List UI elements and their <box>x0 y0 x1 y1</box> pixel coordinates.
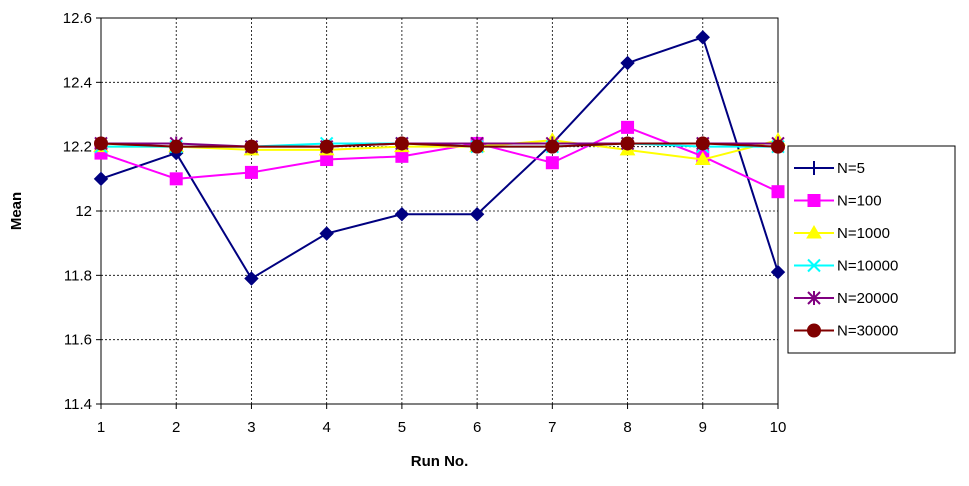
legend-label: N=5 <box>837 160 865 177</box>
series-n-5 <box>93 30 786 286</box>
data-point-n-5 <box>394 207 410 222</box>
legend-item: N=100 <box>794 193 882 210</box>
data-point-n-5 <box>244 271 259 286</box>
series-line-n-5 <box>100 36 779 280</box>
x-tick-label: 9 <box>699 419 707 436</box>
legend-marker <box>807 258 821 273</box>
x-tick-label: 6 <box>473 419 481 436</box>
series-group <box>93 30 786 286</box>
x-tick-label: 7 <box>548 419 556 436</box>
data-point-n-30000 <box>771 139 785 154</box>
data-point-n-1000 <box>694 151 711 166</box>
x-tick-label: 2 <box>172 419 180 436</box>
data-point-n-30000 <box>545 139 560 154</box>
legend-label: N=100 <box>837 193 882 210</box>
data-point-n-30000 <box>695 136 710 151</box>
y-tick-label: 11.4 <box>64 396 92 413</box>
y-tick-label: 12 <box>75 203 92 220</box>
legend-item: N=1000 <box>794 225 890 242</box>
data-point-n-100 <box>621 120 635 134</box>
legend-label: N=20000 <box>837 290 898 307</box>
legend-marker <box>807 161 821 175</box>
legend-label: N=1000 <box>837 225 890 242</box>
data-point-n-100 <box>244 165 258 179</box>
legend-item: N=5 <box>794 160 865 177</box>
series-line-n-30000 <box>100 142 779 148</box>
marker-stroke <box>807 258 821 273</box>
legend-marker <box>807 323 821 338</box>
x-tick-label: 5 <box>398 419 406 436</box>
y-tick-label: 12.6 <box>63 10 92 27</box>
data-point-n-5 <box>770 264 786 280</box>
data-point-n-30000 <box>94 136 108 151</box>
x-tick-label: 10 <box>770 419 787 436</box>
data-point-n-30000 <box>244 139 259 154</box>
data-point-n-30000 <box>169 139 184 154</box>
legend-label: N=10000 <box>837 258 898 275</box>
legend: N=5 N=100 N=1000 N=10000 N=20000 N=30000 <box>787 145 956 354</box>
series-n-30000 <box>94 136 785 154</box>
legend-marker <box>807 194 821 207</box>
y-axis: 11.4 11.6 11.8 12 12.2 12.4 12.6 <box>63 10 101 413</box>
legend-item: N=10000 <box>794 258 898 275</box>
legend-marker <box>807 291 821 305</box>
y-tick-label: 11.6 <box>64 332 92 349</box>
data-point-n-30000 <box>319 139 334 154</box>
y-tick-label: 12.4 <box>63 74 92 91</box>
x-tick-label: 4 <box>322 419 330 436</box>
legend-label: N=30000 <box>837 323 898 340</box>
legend-frame <box>787 145 956 354</box>
legend-item: N=30000 <box>794 323 898 340</box>
data-point-n-30000 <box>620 136 635 151</box>
data-point-n-5 <box>620 55 635 71</box>
data-point-n-30000 <box>394 136 409 151</box>
data-point-n-5 <box>469 207 485 222</box>
y-axis-title: Mean <box>8 192 25 230</box>
data-point-n-100 <box>545 156 559 170</box>
data-point-n-5 <box>319 226 334 241</box>
x-tick-label: 8 <box>623 419 631 436</box>
legend-item: N=20000 <box>794 290 898 307</box>
series-line-n-1000 <box>101 139 779 161</box>
series-line-n-100 <box>100 126 779 193</box>
data-point-n-5 <box>695 30 710 45</box>
grid <box>100 17 779 405</box>
data-point-n-30000 <box>470 139 485 154</box>
series-n-100 <box>94 120 785 199</box>
y-tick-label: 11.8 <box>64 267 92 284</box>
x-axis: 1 2 3 4 5 6 7 8 9 10 <box>97 404 787 436</box>
data-point-n-100 <box>771 185 785 199</box>
data-point-n-5 <box>93 171 109 187</box>
legend-marker <box>806 225 822 239</box>
data-point-n-100 <box>169 172 183 186</box>
x-tick-label: 3 <box>247 419 255 436</box>
y-tick-label: 12.2 <box>63 139 92 156</box>
x-tick-label: 1 <box>97 419 105 436</box>
x-axis-title: Run No. <box>411 453 469 470</box>
